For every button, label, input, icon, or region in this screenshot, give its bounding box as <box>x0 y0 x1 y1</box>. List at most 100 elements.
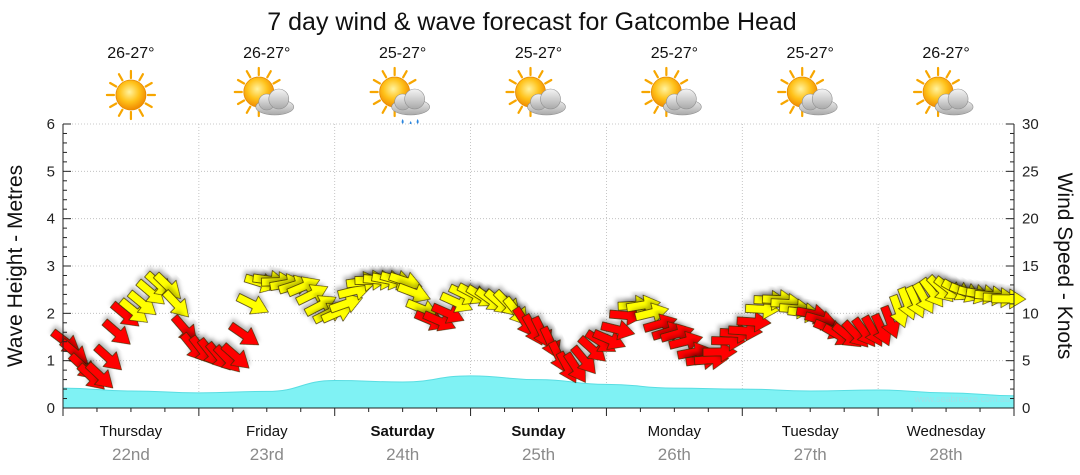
cloudy-showers-icon <box>369 66 430 126</box>
day-date: 25th <box>522 445 555 464</box>
sun-ray <box>266 70 272 79</box>
cloud-puff <box>404 88 425 110</box>
wind-arrow-shape <box>880 304 901 339</box>
left-tick-label: 5 <box>47 163 55 180</box>
wind-arrow <box>430 302 465 324</box>
sun-ray <box>644 99 653 106</box>
partly-cloudy-icon <box>233 66 295 118</box>
sun-ray <box>537 70 544 79</box>
sun-ray <box>924 105 931 114</box>
temperature-label: 26-27° <box>107 45 154 62</box>
sun-ray <box>644 78 653 85</box>
sun-ray <box>236 78 246 85</box>
sun-ray <box>679 78 689 85</box>
wind-arrow <box>600 319 636 341</box>
wind-arrow-shape <box>577 335 606 362</box>
sun-ray <box>653 105 659 114</box>
sun-ray <box>402 70 408 79</box>
cloud-puff <box>811 88 833 110</box>
wind-arrow-shape <box>430 302 465 324</box>
sun-ray <box>245 105 252 114</box>
sun-ray <box>144 102 153 109</box>
left-tick-label: 4 <box>47 211 55 228</box>
wind-arrow-shape <box>101 318 131 345</box>
wind-arrow-shape <box>889 294 910 329</box>
wind-arrow-shape <box>170 314 197 344</box>
wind-arrow <box>870 312 892 347</box>
wind-arrow <box>570 344 596 375</box>
plot-area <box>63 124 1014 408</box>
sun-ray <box>951 78 960 85</box>
sun-ray <box>544 78 553 85</box>
cloud-puff <box>947 88 969 110</box>
left-tick-label: 6 <box>47 116 55 133</box>
temperature-label: 26-27° <box>922 45 969 62</box>
partly-cloudy-icon <box>641 66 702 118</box>
temperature-label: 25-27° <box>515 45 562 62</box>
right-tick-label: 20 <box>1022 211 1039 228</box>
chart-title: 7 day wind & wave forecast for Gatcombe … <box>267 8 796 36</box>
left-tick-label: 3 <box>47 258 55 275</box>
wave-area <box>62 375 1015 409</box>
wind-arrow-shape <box>286 276 321 298</box>
left-tick-label: 1 <box>47 353 55 370</box>
wind-arrow-shape <box>162 289 189 318</box>
rain-drop <box>401 119 404 124</box>
day-labels: Thursday 22nd Friday 23rd Saturday 24th Sunday… <box>100 423 986 464</box>
temperature-labels: 26-27° 26-27° 25-27° 25-27° 25-27° 25-27° 26-2… <box>107 45 969 62</box>
day-date: 27th <box>794 445 827 464</box>
temperature-label: 25-27° <box>379 45 426 62</box>
watermark-group: www.seabreeze.com.au <box>913 394 1010 404</box>
wind-arrow <box>577 335 606 362</box>
wind-arrow <box>991 288 1027 310</box>
partly-cloudy-icon <box>777 66 838 118</box>
left-tick-label: 2 <box>47 305 55 322</box>
y-axis-left-label: Wave Height - Metres <box>4 165 27 367</box>
sun-ray <box>517 70 524 79</box>
wind-arrow <box>101 318 131 345</box>
cloud-puff <box>676 88 697 110</box>
sun-ray <box>372 99 382 106</box>
sun-ray <box>815 78 825 85</box>
sun-ray <box>144 81 153 88</box>
wind-arrow-shape <box>625 294 661 316</box>
right-tick-label: 30 <box>1022 116 1039 133</box>
cloud <box>391 88 430 126</box>
sunny-icon <box>105 69 157 121</box>
wind-arrow <box>93 343 122 371</box>
right-tick-label: 10 <box>1022 305 1039 322</box>
cloud <box>934 88 974 116</box>
wind-arrow <box>702 341 738 363</box>
wind-arrow <box>220 342 250 369</box>
watermark: www.seabreeze.com.au <box>913 394 1010 404</box>
wind-arrow-shape <box>153 271 181 299</box>
sun-ray <box>517 105 524 114</box>
rain-drop <box>416 119 419 124</box>
wind-arrow <box>889 294 910 329</box>
axes: 0 1 2 3 4 5 6 0 5 10 15 20 25 30 <box>47 116 1039 417</box>
sun-ray <box>780 78 789 85</box>
wind-arrow-shape <box>303 295 337 317</box>
y-axis-right-label: Wind Speed - Knots <box>1053 173 1076 360</box>
cloud <box>663 88 702 116</box>
sun-ray <box>138 108 145 117</box>
wind-arrow-shape <box>570 344 596 375</box>
wind-arrow-shape <box>228 322 260 346</box>
wind-arrow-shape <box>563 351 586 383</box>
wind-arrow <box>235 293 269 315</box>
sun-ray <box>916 99 925 106</box>
wind-arrow <box>228 322 260 346</box>
wave-height-series <box>62 375 1015 409</box>
sun-ray <box>673 70 680 79</box>
cloud <box>527 88 566 116</box>
wind-arrow <box>396 282 431 304</box>
sun-ray <box>780 99 789 106</box>
sun-ray <box>508 99 517 106</box>
sun-ray <box>372 78 382 85</box>
sun-ray <box>272 78 281 85</box>
day-name: Monday <box>648 423 702 440</box>
cloud-puff <box>540 88 561 110</box>
wind-arrow-shape <box>870 312 892 347</box>
partly-cloudy-icon <box>912 66 974 118</box>
gridlines <box>63 123 1014 408</box>
